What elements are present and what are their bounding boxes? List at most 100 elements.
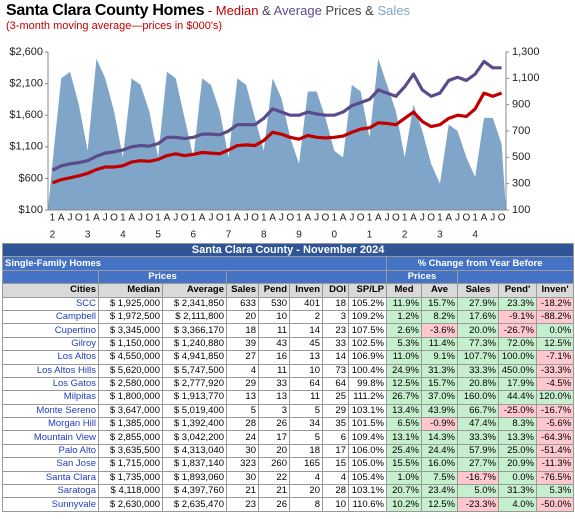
table-cell: $ 4,397,760 [162, 484, 227, 499]
x-tick-label: A [375, 213, 382, 224]
table-row: San Jose $ 1,715,000 $ 1,837,140 323 260 165 1… [2, 457, 575, 472]
city-name: Morgan Hill [2, 417, 99, 432]
table-cell: -9.1% [498, 309, 537, 325]
table-cell: 44.4% [498, 390, 537, 405]
table-cell: $ 4,550,000 [98, 350, 163, 365]
y2-tick-label: 1,300 [512, 46, 540, 58]
table-row: Los Altos $ 4,550,000 $ 4,941,850 27 16 13 14 1… [2, 350, 575, 365]
table-cell: 20 [258, 443, 290, 459]
column-header: Sales [457, 283, 499, 298]
table-cell: 106.0% [348, 443, 387, 459]
x-tick-label: O [251, 213, 259, 224]
table-cell: 13.3% [498, 430, 537, 445]
column-header: Cities [2, 283, 99, 298]
table-cell: 16.0% [421, 457, 458, 472]
table-cell: 5 [289, 430, 323, 445]
x-tick-label: O [216, 213, 224, 224]
table-cell: 103.1% [348, 484, 387, 499]
table-cell: 11 [258, 323, 290, 338]
city-name: Los Gatos [2, 376, 99, 392]
column-header: Pend' [498, 283, 537, 298]
table-cell: 25 [322, 390, 349, 405]
column-header: DOI [322, 283, 349, 298]
year-label: 3 [437, 230, 443, 241]
table-cell: 109.2% [348, 309, 387, 325]
table-cell: $ 2,855,000 [98, 430, 163, 445]
table-cell: -18.2% [535, 296, 575, 311]
table-row: Morgan Hill $ 1,385,000 $ 1,392,400 28 26 34 3… [2, 417, 575, 432]
table-cell: 30 [226, 470, 259, 486]
city-name: Campbell [2, 309, 99, 325]
table-cell: 3 [322, 309, 349, 325]
title-join: - [207, 3, 213, 18]
table-cell: 1.0% [386, 470, 422, 486]
table-cell: 450.0% [498, 363, 537, 378]
table-cell: 34 [289, 417, 323, 432]
table-cell: $ 1,837,140 [162, 457, 227, 472]
table-cell: 103.1% [348, 403, 387, 419]
table-cell: 323 [226, 457, 259, 472]
price-line [51, 91, 503, 185]
title-join: Prices & [325, 3, 374, 18]
x-tick-label: 1 [120, 213, 126, 224]
table-cell: $ 1,913,770 [162, 390, 227, 405]
table-cell: 16 [258, 350, 290, 365]
table-cell: 29 [322, 403, 349, 419]
table-cell: 5.3% [386, 336, 422, 352]
table-cell: 633 [226, 296, 259, 311]
x-tick-label: J [208, 213, 213, 224]
table-cell: -51.4% [535, 443, 575, 459]
table-cell: $ 1,925,000 [98, 296, 163, 311]
table-row: Mountain View $ 2,855,000 $ 3,042,200 24 17 5… [2, 430, 575, 445]
column-header: Average [162, 283, 227, 298]
city-name: SCC [2, 296, 99, 311]
table-cell: 14 [289, 323, 323, 338]
table-cell: 27.7% [457, 457, 499, 472]
table-row: Monte Sereno $ 3,647,000 $ 5,019,400 5 3 5 29 1… [2, 403, 575, 419]
x-tick-label: 1 [155, 213, 161, 224]
column-header: Sales [226, 283, 259, 298]
spacer [226, 269, 387, 285]
year-label: 7 [226, 230, 232, 241]
x-tick-label: A [199, 213, 206, 224]
table-cell: 33.3% [457, 363, 499, 378]
table-cell: 33 [258, 376, 290, 392]
x-tick-label: J [385, 213, 390, 224]
x-tick-label: O [427, 213, 435, 224]
table-cell: 13 [289, 350, 323, 365]
table-cell: 23 [322, 323, 349, 338]
table-cell: $ 2,635,470 [162, 497, 227, 512]
table-cell: -64.3% [535, 430, 575, 445]
x-tick-label: J [103, 213, 108, 224]
x-tick-label: O [286, 213, 294, 224]
x-tick-label: 1 [85, 213, 91, 224]
table-cell: 1.2% [386, 309, 422, 325]
table-cell: 6 [322, 430, 349, 445]
table-cell: 7.5% [421, 470, 458, 486]
y2-tick-label: 100 [512, 204, 530, 216]
table-cell: $ 2,630,000 [98, 497, 163, 512]
price-line [51, 59, 502, 172]
table-cell: -0.9% [421, 417, 458, 432]
y-tick-label: $2,600 [9, 46, 43, 58]
y2-tick-label: 300 [512, 178, 530, 190]
table-cell: 29 [226, 376, 259, 392]
spacer [456, 269, 575, 285]
table-cell: $ 2,111,800 [162, 309, 227, 325]
table-cell: 8.3% [498, 417, 537, 432]
table-cell: $ 1,715,000 [98, 457, 163, 472]
table-cell: 8 [289, 497, 323, 512]
table-cell: 25.4% [386, 443, 422, 459]
table-row: Campbell $ 1,972,500 $ 2,111,800 20 10 2 3 109.… [2, 309, 575, 325]
column-header: Inven' [535, 283, 575, 298]
table-row: Gilroy $ 1,150,000 $ 1,240,880 39 43 45 33 102.… [2, 336, 575, 352]
y-tick-label: $100 [19, 204, 43, 216]
table-cell: 4.0% [498, 497, 537, 512]
table-cell: $ 5,620,000 [98, 363, 163, 378]
x-tick-label: 1 [402, 213, 408, 224]
table-row: Single-Family Homes% Change from Year Be… [2, 256, 575, 271]
table-cell: 105.2% [348, 296, 387, 311]
table-cell: 23 [226, 497, 259, 512]
table-cell: -26.7% [498, 323, 537, 338]
table-row: Saratoga $ 4,118,000 $ 4,397,760 21 21 20 28 10… [2, 484, 575, 499]
